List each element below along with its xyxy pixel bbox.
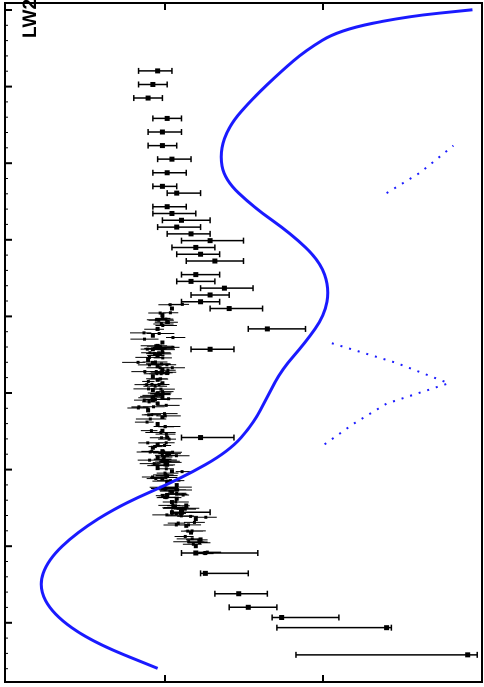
data-point xyxy=(236,591,242,597)
scatter-point xyxy=(155,401,160,406)
data-point xyxy=(207,292,213,298)
scatter-point xyxy=(160,394,165,399)
scatter-point xyxy=(193,544,198,549)
data-point xyxy=(221,285,227,291)
scatter-point xyxy=(198,537,203,542)
scatter-point xyxy=(150,360,155,365)
data-point xyxy=(188,231,194,237)
data-point xyxy=(178,217,184,223)
data-point xyxy=(245,604,251,610)
scatter-point xyxy=(189,530,194,535)
data-point xyxy=(207,346,213,352)
axis-ticks xyxy=(5,3,324,682)
data-point xyxy=(202,570,208,576)
scatter-point xyxy=(160,381,165,386)
data-point xyxy=(465,652,471,658)
data-point xyxy=(155,68,161,74)
data-point xyxy=(145,95,151,101)
data-point xyxy=(264,326,270,332)
scatter-point xyxy=(184,523,189,528)
dotted-series-line xyxy=(324,341,452,446)
scatter-point xyxy=(155,455,160,460)
scatter-point xyxy=(169,469,174,474)
data-point xyxy=(193,272,199,278)
scatter-point xyxy=(155,364,160,369)
scatter-point xyxy=(160,313,165,318)
scatter-point xyxy=(150,398,155,403)
scatter-point xyxy=(169,510,174,515)
data-point xyxy=(193,244,199,250)
plot-frame xyxy=(4,2,483,683)
data-point xyxy=(164,115,170,121)
data-point xyxy=(159,143,165,149)
scatter-point xyxy=(155,466,160,471)
scatter-point xyxy=(160,415,165,420)
data-point xyxy=(193,550,199,556)
scatter-point xyxy=(150,333,155,338)
scatter-point xyxy=(146,357,151,362)
data-point xyxy=(198,251,204,257)
scatter-point xyxy=(160,340,165,345)
scatter-point xyxy=(174,496,179,501)
data-point xyxy=(164,204,170,210)
data-point xyxy=(384,625,390,631)
data-point xyxy=(207,238,213,244)
scatter-point xyxy=(169,489,174,494)
scatter-point xyxy=(150,388,155,393)
scatter-point xyxy=(174,483,179,488)
scatter-point xyxy=(160,476,165,481)
model-curve xyxy=(39,8,473,670)
data-point xyxy=(169,156,175,162)
scatter-point xyxy=(193,517,198,522)
data-point xyxy=(178,509,184,515)
scatter-point xyxy=(160,428,165,433)
dotted-model-curves xyxy=(324,144,455,446)
data-point xyxy=(188,278,194,284)
scatter-point xyxy=(150,374,155,379)
scatter-point xyxy=(146,408,151,413)
scatter-point xyxy=(155,442,160,447)
data-point xyxy=(198,299,204,305)
scatter-point xyxy=(155,421,160,426)
data-point xyxy=(226,306,232,312)
scatter-point xyxy=(155,377,160,382)
data-point xyxy=(174,190,180,196)
scatter-point xyxy=(169,500,174,505)
scatter-point xyxy=(165,452,170,457)
scatter-point xyxy=(160,367,165,372)
dense-data-cloud xyxy=(122,302,222,556)
data-point xyxy=(212,258,218,264)
data-point xyxy=(150,81,156,87)
data-points-with-errorbars xyxy=(133,67,478,658)
data-point xyxy=(159,183,165,189)
scatter-point xyxy=(169,306,174,311)
data-point xyxy=(159,129,165,135)
panel-label: LW2 xyxy=(20,0,41,38)
data-point xyxy=(174,224,180,230)
data-point xyxy=(164,170,170,176)
scatter-point xyxy=(150,445,155,450)
data-point xyxy=(279,614,285,620)
data-point xyxy=(169,210,175,216)
data-point xyxy=(198,435,204,441)
